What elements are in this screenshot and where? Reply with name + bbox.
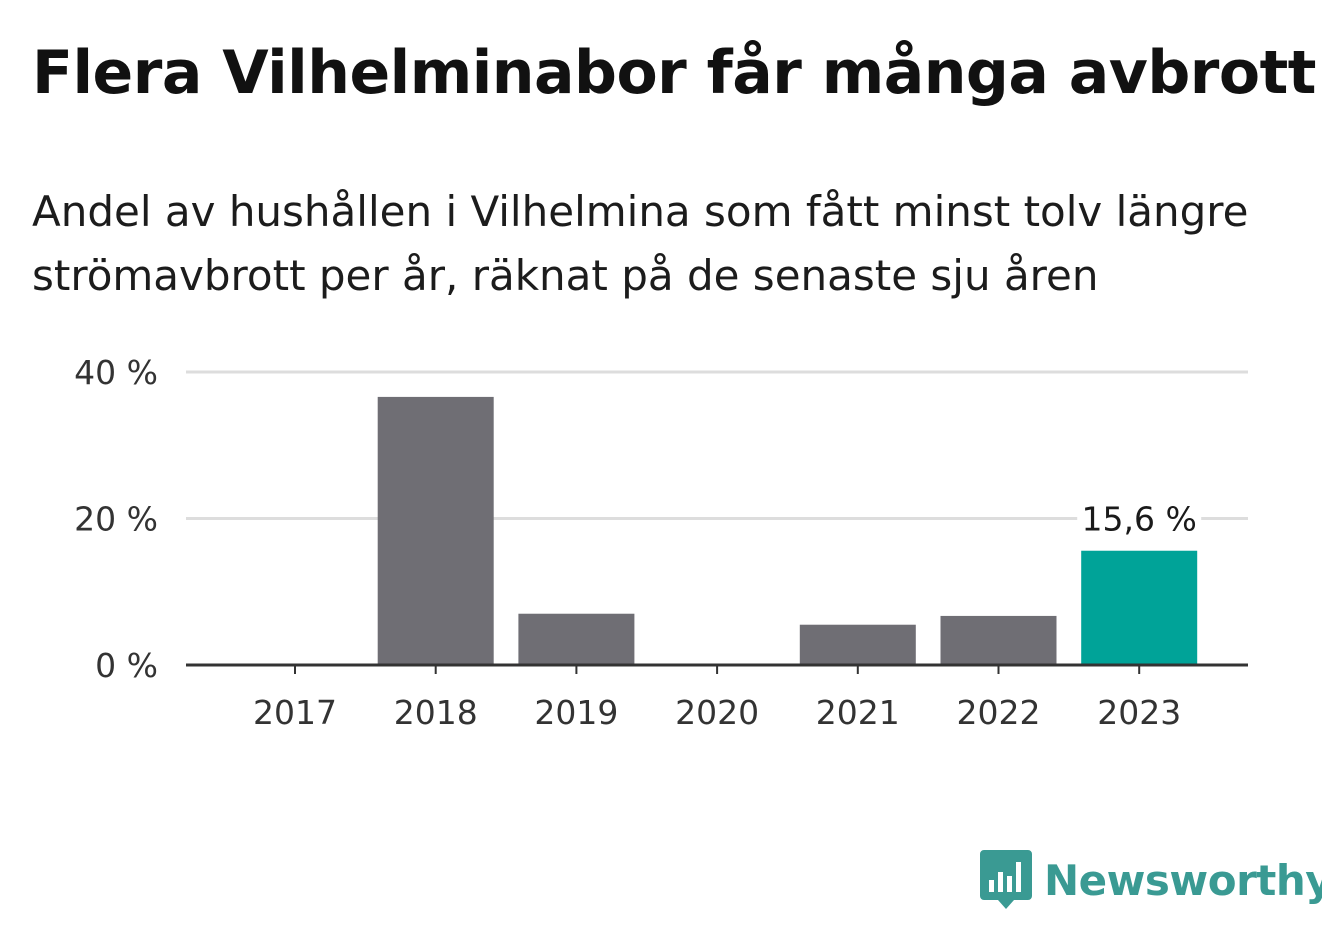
data-label: 15,6 % — [1082, 500, 1197, 539]
x-tick-label: 2018 — [394, 693, 478, 732]
x-tick-label: 2022 — [957, 693, 1041, 732]
bar — [518, 613, 635, 665]
x-tick-label: 2023 — [1097, 693, 1181, 732]
bar — [940, 615, 1057, 665]
bar-chart-speech-bubble-icon — [980, 850, 1032, 909]
x-tick-label: 2017 — [253, 693, 337, 732]
bar — [377, 396, 494, 665]
newsworthy-logo: Newsworthy — [980, 850, 1322, 910]
chart-title: Flera Vilhelminabor får många avbrott — [32, 38, 1316, 108]
brand-name: Newsworthy — [1044, 855, 1322, 905]
x-tick-label: 2020 — [675, 693, 759, 732]
chart-subtitle: Andel av hushållen i Vilhelmina som fått… — [32, 187, 1249, 300]
bar — [1081, 550, 1198, 665]
bar — [799, 624, 916, 665]
y-tick-label: 0 % — [95, 646, 158, 685]
x-tick-label: 2019 — [534, 693, 618, 732]
x-tick-label: 2021 — [816, 693, 900, 732]
data-label-background — [1077, 496, 1202, 541]
y-tick-label: 40 % — [74, 353, 158, 392]
y-tick-label: 20 % — [74, 500, 158, 539]
